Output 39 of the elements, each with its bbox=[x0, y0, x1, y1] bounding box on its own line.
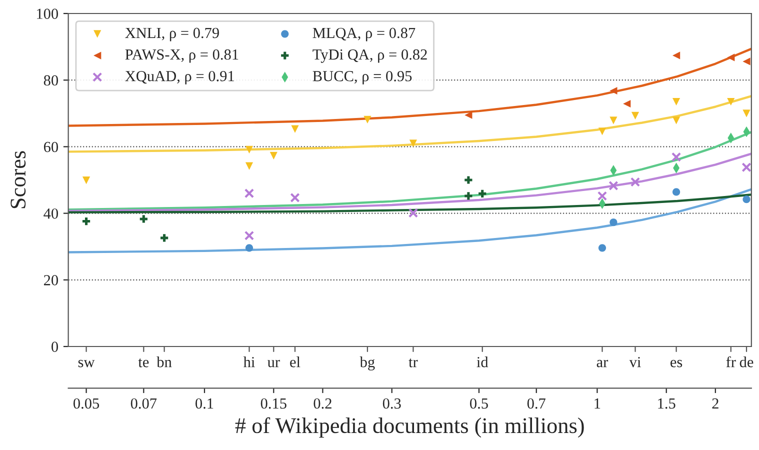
annotation: te bbox=[138, 358, 149, 368]
annotation: id bbox=[476, 356, 488, 368]
annotation: tr bbox=[408, 358, 418, 368]
annotation: ur bbox=[267, 360, 280, 368]
x-axis-title: # of Wikipedia documents (in millions) bbox=[235, 417, 584, 438]
y-tick-label: 0 bbox=[52, 342, 58, 352]
legend-label: XNLI, ρ = 0.79 bbox=[125, 28, 219, 42]
legend-label: TyDi QA, ρ = 0.82 bbox=[312, 49, 427, 63]
annotation: es bbox=[670, 360, 682, 368]
y-tick-label: 60 bbox=[44, 142, 58, 152]
y-tick-label: 100 bbox=[37, 8, 58, 19]
x-tick-label: 0.1 bbox=[196, 398, 214, 409]
annotation: vi bbox=[629, 356, 641, 368]
legend-label: XQuAD, ρ = 0.91 bbox=[125, 70, 234, 84]
x-tick-label: 0.5 bbox=[470, 398, 488, 409]
x-tick-label: 1.5 bbox=[658, 398, 676, 409]
legend-label: BUCC, ρ = 0.95 bbox=[312, 71, 412, 84]
y-tick-label: 20 bbox=[44, 275, 58, 286]
annotation: de bbox=[740, 356, 754, 368]
x-tick-label: 0.2 bbox=[314, 398, 332, 409]
annotation: fr bbox=[726, 356, 736, 368]
annotation: bn bbox=[156, 356, 172, 368]
annotation: ar bbox=[596, 360, 608, 368]
y-axis-title: Scores bbox=[10, 151, 26, 208]
legend-label: PAWS-X, ρ = 0.81 bbox=[125, 49, 238, 63]
x-tick-label: 0.07 bbox=[130, 398, 157, 409]
x-tick-label: 0.7 bbox=[527, 398, 546, 409]
x-tick-label: 0.3 bbox=[382, 398, 401, 409]
y-tick-label: 80 bbox=[44, 75, 58, 86]
x-tick-label: 0.15 bbox=[260, 398, 286, 409]
annotation: hi bbox=[243, 356, 255, 368]
x-tick-label: 0.05 bbox=[73, 398, 100, 409]
x-tick-label: 2 bbox=[712, 398, 718, 408]
annotation: sw bbox=[78, 360, 95, 368]
y-tick-label: 40 bbox=[44, 208, 58, 219]
x-tick-label: 1 bbox=[594, 398, 600, 408]
annotation: el bbox=[290, 356, 300, 368]
legend-label: MLQA, ρ = 0.87 bbox=[312, 28, 416, 42]
annotation: bg bbox=[360, 356, 375, 370]
